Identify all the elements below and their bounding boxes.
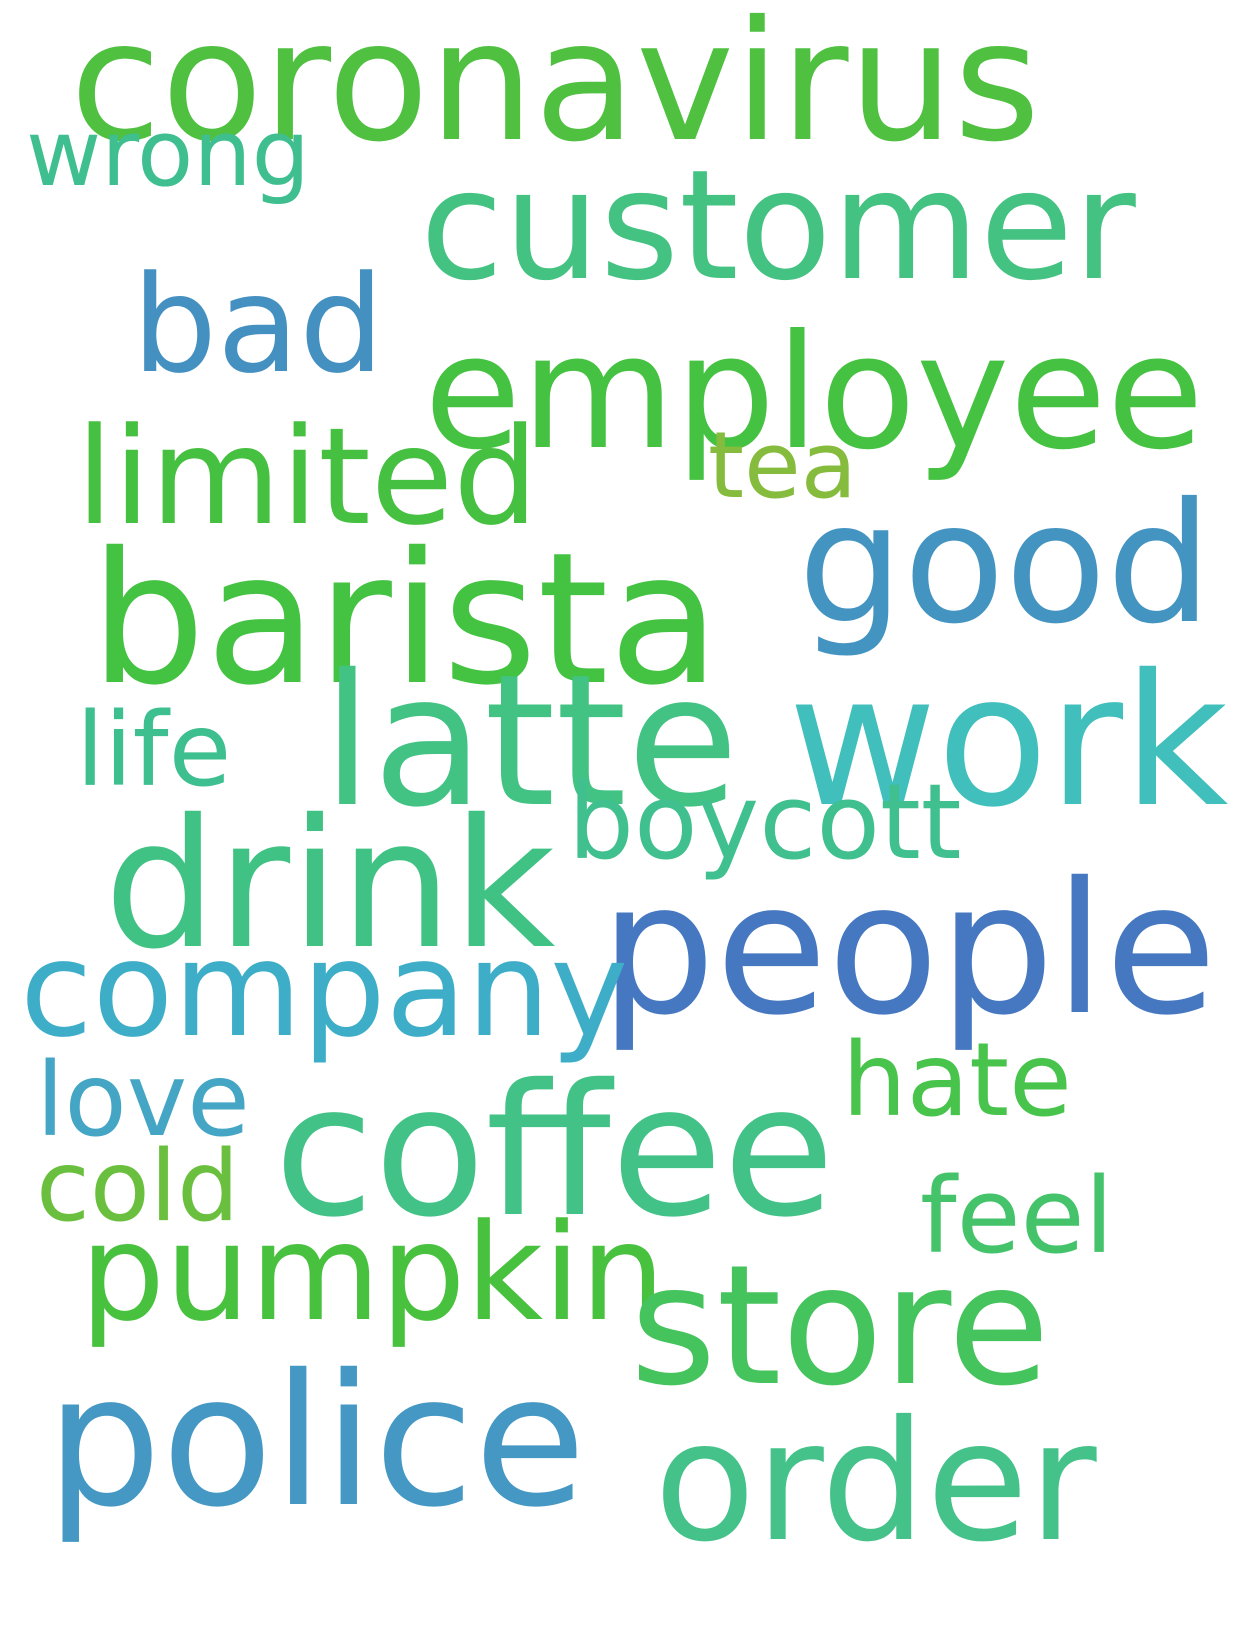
word-bad: bad — [132, 247, 385, 403]
word-barista: barista — [90, 513, 721, 725]
word-store: store — [630, 1230, 1050, 1423]
word-employee: employee — [424, 301, 1204, 485]
word-feel: feel — [920, 1155, 1114, 1277]
word-tea: tea — [708, 412, 858, 519]
word-cold: cold — [36, 1130, 240, 1244]
word-good: good — [798, 468, 1212, 661]
word-people: people — [600, 843, 1217, 1055]
word-drink: drink — [104, 781, 556, 988]
word-police: police — [46, 1335, 587, 1547]
word-love: love — [36, 1041, 250, 1160]
word-boycott: boycott — [568, 761, 962, 883]
word-latte: latte — [322, 635, 739, 847]
word-wrong: wrong — [26, 100, 311, 207]
word-pumpkin: pumpkin — [80, 1195, 666, 1351]
word-company: company — [20, 913, 629, 1067]
word-hate: hate — [842, 1021, 1072, 1140]
word-life: life — [76, 691, 232, 810]
word-work: work — [788, 635, 1229, 847]
word-customer: customer — [420, 137, 1136, 314]
word-limited: limited — [76, 399, 539, 555]
word-coronavirus: coronavirus — [70, 0, 1041, 179]
word-order: order — [654, 1386, 1097, 1579]
word-coffee: coffee — [274, 1045, 835, 1257]
